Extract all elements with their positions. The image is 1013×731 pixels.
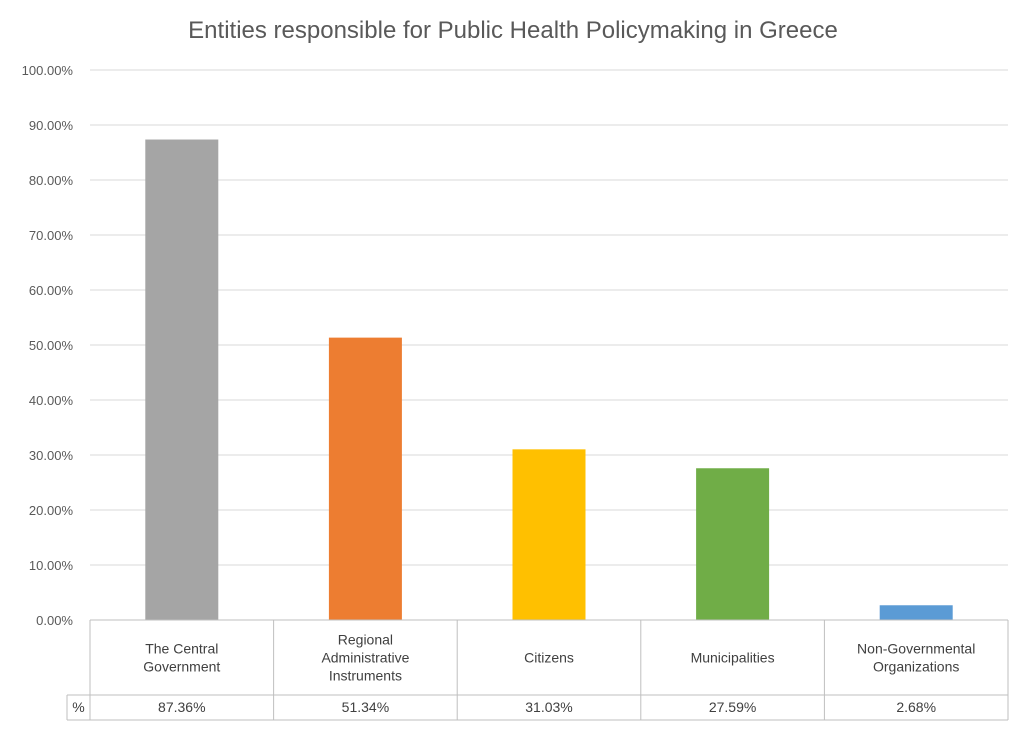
data-table: % The Central Government 87.36% Regional Admi… — [66, 619, 1009, 721]
y-tick-label: 70.00% — [29, 228, 74, 243]
table-value-cell: 31.03% — [525, 699, 572, 715]
y-tick-label: 80.00% — [29, 173, 74, 188]
x-category-label: Citizens — [524, 650, 574, 666]
x-category-label-line: Regional — [338, 632, 393, 648]
x-category-label-line: Instruments — [329, 668, 402, 684]
y-axis-ticks: 0.00% 10.00% 20.00% 30.00% 40.00% 50.00% 60.00… — [22, 63, 74, 628]
y-tick-label: 10.00% — [29, 558, 74, 573]
bar — [145, 139, 219, 620]
table-value-cell: 2.68% — [896, 699, 936, 715]
table-value-cell: 27.59% — [709, 699, 756, 715]
table-value-cell: 87.36% — [158, 699, 205, 715]
bars — [145, 139, 953, 620]
table-value-cell: 51.34% — [342, 699, 389, 715]
y-tick-label: 100.00% — [22, 63, 74, 78]
chart-title: Entities responsible for Public Health P… — [188, 17, 838, 44]
y-tick-label: 50.00% — [29, 338, 74, 353]
x-category-label-line: The Central — [145, 641, 218, 657]
bar — [879, 605, 953, 620]
x-category-label-line: Administrative — [321, 650, 409, 666]
bar — [328, 337, 402, 620]
x-category-label: The Central Government — [143, 641, 220, 675]
y-tick-label: 40.00% — [29, 393, 74, 408]
y-tick-label: 30.00% — [29, 448, 74, 463]
x-category-label-line: Government — [143, 659, 220, 675]
x-category-label: Non-Governmental Organizations — [857, 641, 975, 675]
x-category-label-line: Municipalities — [691, 650, 775, 666]
x-category-label-line: Organizations — [873, 659, 959, 675]
y-tick-label: 60.00% — [29, 283, 74, 298]
gridlines — [90, 69, 1008, 566]
bar — [696, 468, 770, 620]
y-tick-label: 0.00% — [36, 613, 73, 628]
x-category-label-line: Non-Governmental — [857, 641, 975, 657]
y-tick-label: 90.00% — [29, 118, 74, 133]
x-category-label-line: Citizens — [524, 650, 574, 666]
bar — [512, 449, 586, 620]
x-category-label: Municipalities — [691, 650, 775, 666]
x-category-label: Regional Administrative Instruments — [321, 632, 409, 684]
y-tick-label: 20.00% — [29, 503, 74, 518]
table-row-label: % — [72, 699, 84, 715]
